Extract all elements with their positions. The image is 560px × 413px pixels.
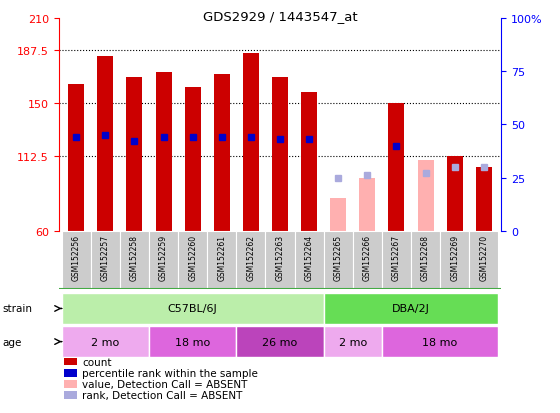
Text: GSM152263: GSM152263 <box>276 234 284 280</box>
Bar <box>236 326 324 357</box>
Text: 26 mo: 26 mo <box>263 337 297 347</box>
Text: strain: strain <box>3 304 33 314</box>
Bar <box>301 93 317 231</box>
Bar <box>360 179 375 231</box>
Text: GSM152261: GSM152261 <box>217 234 226 280</box>
Text: GSM152268: GSM152268 <box>421 234 430 280</box>
Bar <box>62 231 91 289</box>
Bar <box>389 104 404 231</box>
Bar <box>324 293 498 324</box>
Bar <box>324 231 353 289</box>
Text: GSM152258: GSM152258 <box>130 234 139 280</box>
Text: GSM152256: GSM152256 <box>72 234 81 280</box>
Text: 2 mo: 2 mo <box>339 337 367 347</box>
Bar <box>127 78 142 231</box>
Bar <box>324 326 382 357</box>
Bar <box>178 231 207 289</box>
Bar <box>295 231 324 289</box>
Bar <box>149 326 236 357</box>
Text: GSM152259: GSM152259 <box>159 234 168 280</box>
Bar <box>353 231 382 289</box>
Bar <box>156 72 171 231</box>
Bar <box>149 231 178 289</box>
Text: GSM152266: GSM152266 <box>363 234 372 280</box>
Text: 2 mo: 2 mo <box>91 337 119 347</box>
Text: GSM152267: GSM152267 <box>392 234 401 280</box>
Bar <box>265 231 295 289</box>
Text: GDS2929 / 1443547_at: GDS2929 / 1443547_at <box>203 10 357 23</box>
Text: rank, Detection Call = ABSENT: rank, Detection Call = ABSENT <box>82 390 242 400</box>
Bar <box>469 231 498 289</box>
Text: C57BL/6J: C57BL/6J <box>168 304 217 314</box>
Bar <box>120 231 149 289</box>
Bar <box>214 75 230 231</box>
Bar <box>91 231 120 289</box>
Bar <box>185 88 200 231</box>
Bar <box>447 156 463 231</box>
Text: percentile rank within the sample: percentile rank within the sample <box>82 368 258 378</box>
Text: GSM152264: GSM152264 <box>305 234 314 280</box>
Bar <box>236 231 265 289</box>
Bar <box>330 199 346 231</box>
Text: DBA/2J: DBA/2J <box>392 304 430 314</box>
Bar <box>68 85 84 231</box>
Text: GSM152262: GSM152262 <box>246 234 255 280</box>
Bar <box>62 293 324 324</box>
Bar <box>272 78 288 231</box>
Text: value, Detection Call = ABSENT: value, Detection Call = ABSENT <box>82 379 248 389</box>
Bar <box>411 231 440 289</box>
Bar <box>440 231 469 289</box>
Text: age: age <box>3 337 22 347</box>
Bar <box>62 326 149 357</box>
Text: count: count <box>82 357 112 367</box>
Bar <box>243 54 259 231</box>
Text: GSM152270: GSM152270 <box>479 234 488 280</box>
Text: GSM152269: GSM152269 <box>450 234 459 280</box>
Text: 18 mo: 18 mo <box>175 337 211 347</box>
Text: GSM152257: GSM152257 <box>101 234 110 280</box>
Bar <box>476 168 492 231</box>
Bar <box>382 326 498 357</box>
Bar <box>207 231 236 289</box>
Text: 18 mo: 18 mo <box>422 337 458 347</box>
Text: GSM152265: GSM152265 <box>334 234 343 280</box>
Bar <box>418 160 433 231</box>
Bar <box>97 57 113 231</box>
Bar <box>382 231 411 289</box>
Text: GSM152260: GSM152260 <box>188 234 197 280</box>
